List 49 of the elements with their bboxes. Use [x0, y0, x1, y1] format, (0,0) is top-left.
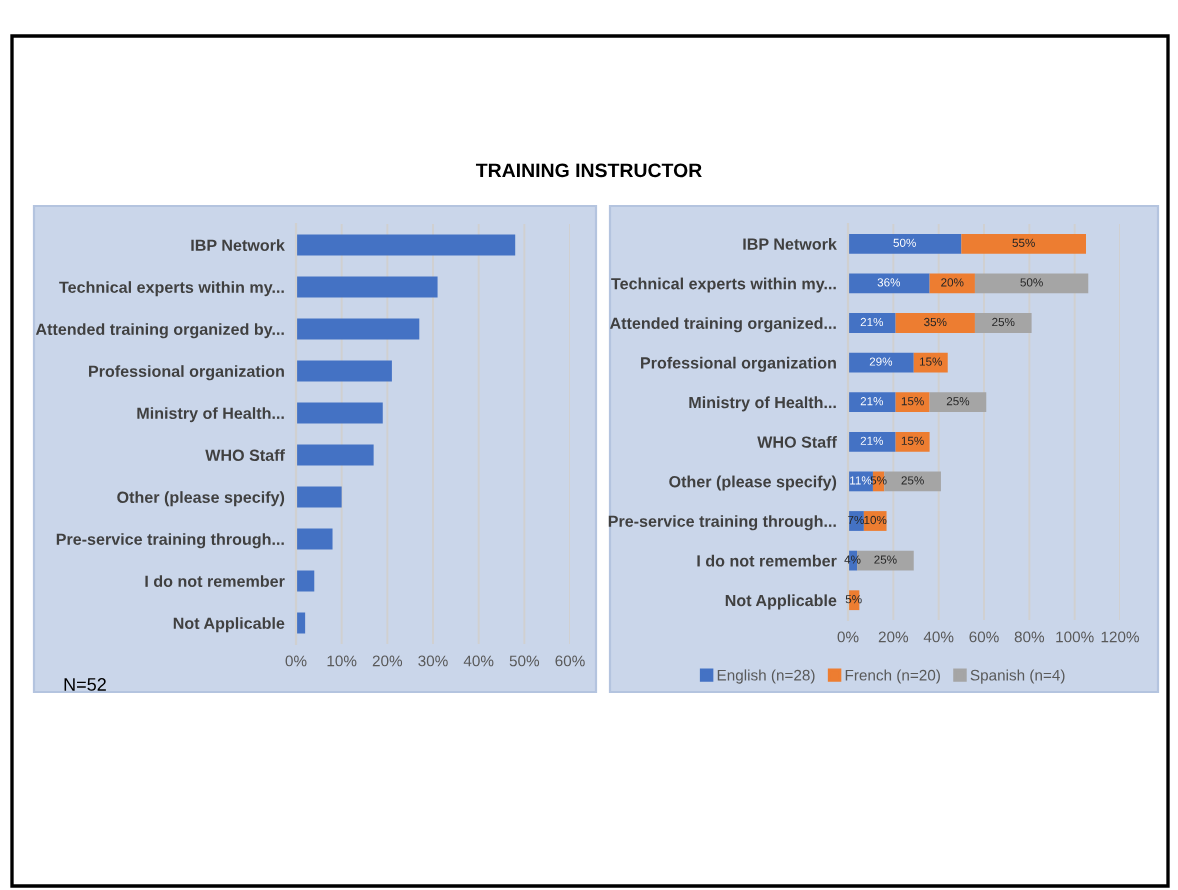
- y-tick-label: WHO Staff: [757, 435, 837, 448]
- bar: [848, 233, 962, 254]
- y-tick-label: Not Applicable: [173, 617, 285, 633]
- bar: [857, 550, 914, 571]
- bar: [895, 392, 930, 413]
- y-tick-label: Not Applicable: [725, 594, 837, 610]
- bar: [848, 431, 896, 452]
- y-tick-label: I do not remember: [145, 575, 285, 587]
- y-tick-label: Pre-service training through...: [608, 515, 836, 531]
- y-tick-label: I do not remember: [697, 554, 837, 567]
- y-tick-label: Attended training organized by...: [35, 323, 284, 339]
- bar: [961, 233, 1086, 254]
- y-tick-label: Professional organization: [89, 365, 284, 381]
- bar: [929, 392, 987, 413]
- bar: [848, 273, 930, 294]
- y-tick-label: Ministry of Health...: [137, 407, 284, 423]
- bar: [974, 273, 1089, 294]
- y-tick-label: Ministry of Health...: [689, 396, 836, 412]
- y-tick-label: Attended training organized...: [609, 317, 836, 333]
- bar: [913, 352, 948, 373]
- bar: [895, 431, 930, 452]
- y-tick-label: IBP Network: [191, 239, 285, 251]
- bar: [296, 318, 420, 340]
- bar: [974, 313, 1032, 333]
- bar: [848, 313, 896, 333]
- bar: [929, 273, 975, 294]
- bar: [296, 234, 516, 256]
- bar: [296, 276, 438, 298]
- y-tick-label: Other (please specify): [669, 475, 837, 491]
- y-tick-label: Technical experts within my...: [611, 277, 836, 293]
- bar: [296, 528, 333, 550]
- y-tick-label: IBP Network: [743, 237, 837, 250]
- y-tick-label: Other (please specify): [117, 491, 285, 507]
- bar: [296, 570, 315, 592]
- bar: [296, 486, 342, 508]
- bar: [863, 511, 887, 531]
- bar: [895, 313, 975, 333]
- y-tick-label: Professional organization: [641, 356, 836, 372]
- bar: [884, 471, 941, 492]
- chart-title: TRAINING INSTRUCTOR: [475, 163, 702, 178]
- bar: [296, 444, 374, 466]
- y-tick-label: Technical experts within my...: [59, 281, 284, 297]
- bar: [848, 352, 914, 373]
- bar: [848, 392, 896, 413]
- y-tick-label: WHO Staff: [205, 449, 285, 461]
- bar: [296, 360, 392, 382]
- text: N=52: [64, 678, 106, 691]
- y-tick-label: Pre-service training through...: [56, 533, 284, 549]
- bar: [296, 402, 383, 424]
